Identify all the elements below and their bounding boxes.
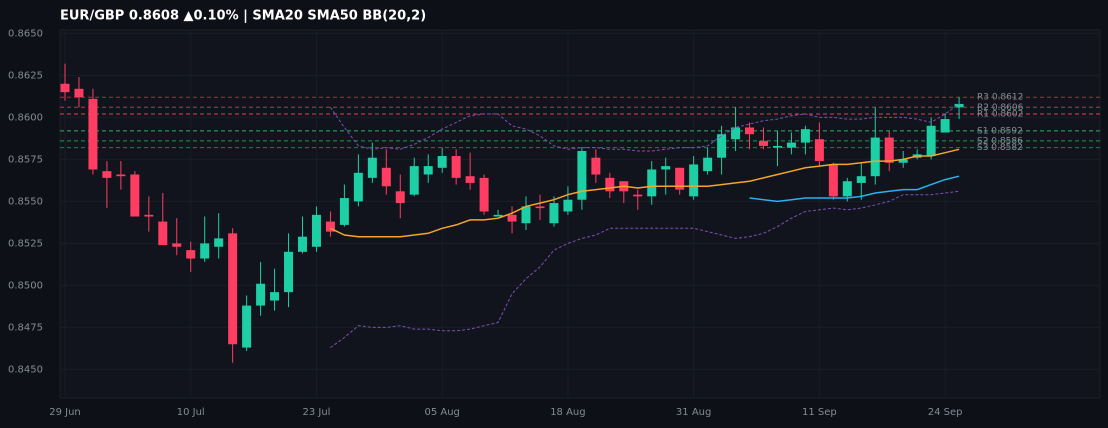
candle-body: [954, 103, 964, 108]
candle-body: [186, 250, 196, 259]
candle-body: [493, 214, 503, 217]
chart-title: EUR/GBP 0.8608 ▲0.10% | SMA20 SMA50 BB(2…: [60, 9, 426, 24]
level-label: S3 0.8582: [977, 143, 1023, 153]
candle-body: [884, 137, 894, 163]
y-tick-label: 0.8500: [8, 280, 43, 291]
candle-body: [605, 177, 615, 192]
candle-body: [800, 129, 810, 143]
candle-body: [102, 171, 112, 178]
candle-body: [814, 139, 824, 162]
candle-body: [870, 137, 880, 177]
y-tick-label: 0.8650: [8, 28, 43, 39]
indicator-line: [330, 148, 960, 238]
x-tick-label: 23 Jul: [302, 407, 330, 418]
y-tick-label: 0.8450: [8, 364, 43, 375]
level-label: S1 0.8592: [977, 126, 1023, 136]
candle-body: [200, 243, 210, 259]
candle-body: [284, 251, 294, 293]
indicator-line: [329, 103, 960, 152]
candle-body: [675, 167, 685, 190]
y-tick-label: 0.8475: [8, 322, 43, 333]
candle-body: [353, 172, 363, 202]
candle-body: [521, 206, 531, 224]
candle-body: [731, 127, 741, 140]
x-tick-label: 29 Jun: [49, 407, 81, 418]
candle-body: [395, 191, 405, 204]
candle-body: [242, 305, 252, 348]
candle-body: [772, 145, 782, 148]
candle-body: [745, 127, 755, 135]
candle-body: [60, 83, 70, 93]
candle-body: [786, 142, 796, 148]
level-label: R1 0.8602: [977, 110, 1023, 120]
candle-body: [842, 181, 852, 197]
y-tick-label: 0.8575: [8, 154, 43, 165]
candle-body: [549, 203, 559, 224]
candle-body: [158, 221, 168, 246]
candle-body: [270, 292, 280, 301]
candle-body: [577, 150, 587, 200]
level-label: R3 0.8612: [977, 93, 1023, 103]
candle-body: [214, 238, 224, 247]
candle-body: [311, 214, 321, 247]
y-tick-label: 0.8525: [8, 238, 43, 249]
x-tick-label: 11 Sep: [802, 407, 837, 418]
y-tick-label: 0.8600: [8, 112, 43, 123]
y-tick-label: 0.8550: [8, 196, 43, 207]
candle-body: [661, 166, 671, 170]
candle-body: [703, 157, 713, 172]
candle-body: [507, 214, 517, 222]
candle-body: [130, 174, 140, 217]
candle-body: [689, 164, 699, 197]
candle-body: [926, 125, 936, 157]
candle-body: [898, 159, 908, 163]
candle-body: [88, 98, 98, 170]
candle-body: [563, 199, 573, 212]
candle-body: [535, 206, 545, 209]
candle-body: [437, 156, 447, 168]
candle-body: [633, 194, 643, 197]
candle-body: [325, 221, 335, 232]
candle-body: [479, 177, 489, 212]
x-tick-label: 31 Aug: [676, 407, 711, 418]
candle-body: [144, 214, 154, 217]
candle-body: [409, 166, 419, 195]
candle-body: [856, 176, 866, 183]
indicator-line: [749, 175, 960, 203]
x-tick-label: 18 Aug: [550, 407, 585, 418]
candle-body: [256, 283, 266, 306]
candle-body: [381, 167, 391, 187]
candle-body: [828, 164, 838, 197]
level-label: R2 0.8606: [977, 103, 1024, 113]
candle-body: [172, 243, 182, 247]
x-tick-label: 05 Aug: [424, 407, 459, 418]
x-tick-label: 24 Sep: [928, 407, 963, 418]
candle-body: [451, 156, 461, 178]
candle-body: [297, 236, 307, 252]
candle-body: [367, 157, 377, 178]
candle-body: [423, 166, 433, 175]
level-label: S2 0.8586: [977, 136, 1023, 146]
candle-body: [717, 134, 727, 158]
candle-body: [465, 176, 475, 183]
candle-body: [339, 198, 349, 225]
candle-body: [228, 233, 238, 345]
plot-area: [59, 29, 1101, 399]
candle-body: [74, 88, 84, 98]
indicator-line: [330, 190, 960, 349]
candle-body: [116, 174, 126, 177]
candle-body: [759, 140, 768, 146]
candle-body: [591, 157, 601, 175]
x-tick-label: 10 Jul: [177, 407, 205, 418]
candle-body: [647, 169, 657, 197]
candle-body: [940, 119, 950, 133]
y-tick-label: 0.8625: [8, 70, 43, 81]
